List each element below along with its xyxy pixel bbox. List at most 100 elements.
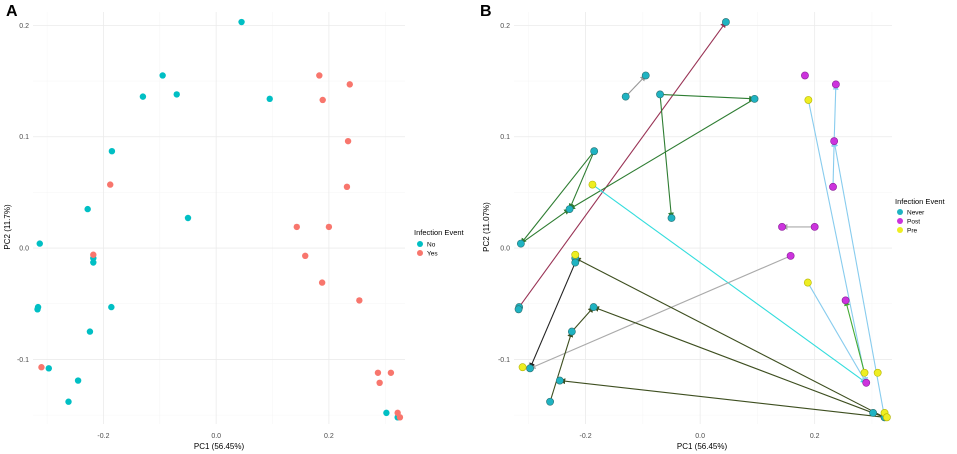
data-point-no (266, 95, 273, 103)
y-tick-label: 0.1 (500, 134, 510, 141)
panel-b-legend: Infection Event Never Post Pre (895, 197, 946, 234)
data-point-yes (90, 251, 97, 258)
y-tick-label: -0.1 (498, 357, 510, 364)
data-point-no (65, 398, 72, 405)
data-point-pre (860, 368, 869, 377)
data-point-post (786, 251, 795, 260)
data-point-pre (571, 250, 580, 259)
data-point-never (571, 258, 580, 267)
data-point-no (34, 306, 41, 313)
panel-letter-a: A (6, 3, 18, 20)
panel-a-x-axis-title: PC1 (56.45%) (194, 442, 245, 451)
data-point-never (555, 376, 564, 385)
trajectory-arrow (593, 306, 885, 418)
x-tick-label: 0.0 (211, 433, 221, 440)
data-point-yes (396, 414, 404, 421)
data-point-yes (318, 279, 326, 286)
legend-label-yes: Yes (427, 250, 438, 257)
y-tick-label: 0.0 (19, 246, 29, 253)
panel-a-legend-title: Infection Event (414, 228, 465, 237)
data-point-yes (293, 223, 300, 231)
trajectory-arrow (625, 75, 647, 98)
data-point-yes (325, 223, 333, 231)
panel-b-x-axis-title: PC1 (56.45%) (677, 442, 728, 451)
data-point-never (722, 18, 730, 26)
data-point-post (829, 182, 837, 191)
data-point-pre (518, 363, 527, 372)
trajectory-arrow (549, 331, 574, 402)
panel-a-grid (33, 12, 405, 424)
trajectory-arrow (832, 83, 839, 142)
data-point-never (546, 397, 554, 406)
panel-b-y-axis-title: PC2 (11.07%) (482, 202, 491, 252)
trajectory-arrow (518, 21, 727, 308)
data-point-never (621, 92, 630, 101)
trajectory-arrow (844, 299, 866, 373)
panel-b-legend-title: Infection Event (895, 197, 946, 206)
panel-b-y-ticks: -0.1 0.0 0.1 0.2 (498, 23, 510, 364)
data-point-never (641, 71, 650, 80)
panel-a-points (34, 18, 404, 421)
data-point-yes (356, 297, 363, 304)
panel-a-x-ticks: -0.2 0.0 0.2 (97, 433, 333, 440)
data-point-never (656, 90, 664, 99)
legend-swatch-pre (897, 227, 903, 233)
legend-label-no: No (427, 241, 436, 248)
data-point-yes (344, 137, 352, 145)
trajectory-arrow (831, 140, 838, 187)
data-point-yes (316, 72, 323, 79)
data-point-yes (38, 364, 45, 371)
data-point-never (590, 147, 599, 156)
legend-label-never: Never (907, 209, 925, 216)
data-point-pre (873, 368, 882, 377)
legend-swatch-never (897, 209, 903, 215)
data-point-yes (346, 81, 353, 88)
data-point-no (86, 328, 94, 335)
data-point-no (90, 259, 97, 266)
data-point-yes (376, 379, 383, 386)
panel-b-arrows (518, 21, 886, 418)
panel-letter-b: B (480, 3, 492, 20)
data-point-post (862, 378, 871, 387)
panel-a-y-axis-title: PC2 (11.7%) (3, 204, 12, 250)
panel-a-legend: Infection Event No Yes (414, 228, 465, 257)
trajectory-arrow (807, 282, 867, 384)
data-point-pre (803, 278, 812, 287)
data-point-no (36, 240, 43, 247)
trajectory-arrow (574, 257, 885, 418)
legend-swatch-post (897, 218, 903, 224)
panel-b-x-ticks: -0.2 0.0 0.2 (580, 433, 820, 440)
data-point-no (74, 377, 82, 384)
trajectory-arrow (568, 150, 595, 210)
data-point-yes (302, 252, 309, 260)
y-tick-label: 0.2 (500, 23, 510, 30)
panel-b-grid (514, 12, 892, 424)
data-point-no (139, 93, 147, 100)
trajectory-arrow (592, 184, 867, 384)
data-point-no (84, 205, 91, 213)
data-point-post (841, 296, 850, 305)
data-point-yes (387, 369, 395, 376)
x-tick-label: -0.2 (97, 433, 109, 440)
trajectory-arrow (659, 94, 674, 219)
x-tick-label: -0.2 (580, 433, 592, 440)
panel-a-y-ticks: -0.1 0.0 0.1 0.2 (17, 23, 29, 364)
data-point-no (173, 91, 180, 98)
trajectory-arrow (520, 208, 571, 245)
trajectory-arrow (660, 93, 756, 102)
data-point-post (810, 223, 819, 231)
data-point-pre (882, 413, 891, 422)
trajectory-arrow (571, 306, 595, 332)
data-point-post (830, 137, 839, 146)
data-point-no (108, 303, 115, 311)
trajectory-arrow (529, 262, 576, 369)
data-point-yes (319, 96, 326, 104)
data-point-never (565, 205, 574, 213)
legend-label-pre: Pre (907, 227, 918, 234)
data-point-never (514, 305, 523, 314)
y-tick-label: -0.1 (17, 357, 29, 364)
data-point-yes (107, 181, 114, 188)
trajectory-arrow (559, 378, 885, 418)
data-point-post (801, 71, 809, 80)
